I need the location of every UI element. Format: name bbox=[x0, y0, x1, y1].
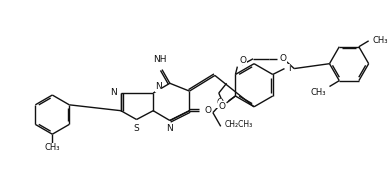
Text: CH₃: CH₃ bbox=[373, 36, 388, 45]
Text: O: O bbox=[217, 98, 224, 107]
Text: CH₃: CH₃ bbox=[45, 143, 60, 152]
Text: O: O bbox=[239, 56, 246, 65]
Text: N: N bbox=[155, 82, 162, 91]
Text: N: N bbox=[110, 88, 117, 96]
Text: O: O bbox=[204, 106, 211, 115]
Text: CH₂CH₃: CH₂CH₃ bbox=[225, 120, 253, 129]
Text: CH₃: CH₃ bbox=[310, 88, 326, 97]
Text: S: S bbox=[134, 124, 140, 133]
Text: NH: NH bbox=[153, 55, 167, 64]
Text: I: I bbox=[289, 64, 291, 73]
Text: N: N bbox=[167, 124, 173, 133]
Text: O: O bbox=[219, 102, 226, 111]
Text: O: O bbox=[280, 54, 287, 63]
